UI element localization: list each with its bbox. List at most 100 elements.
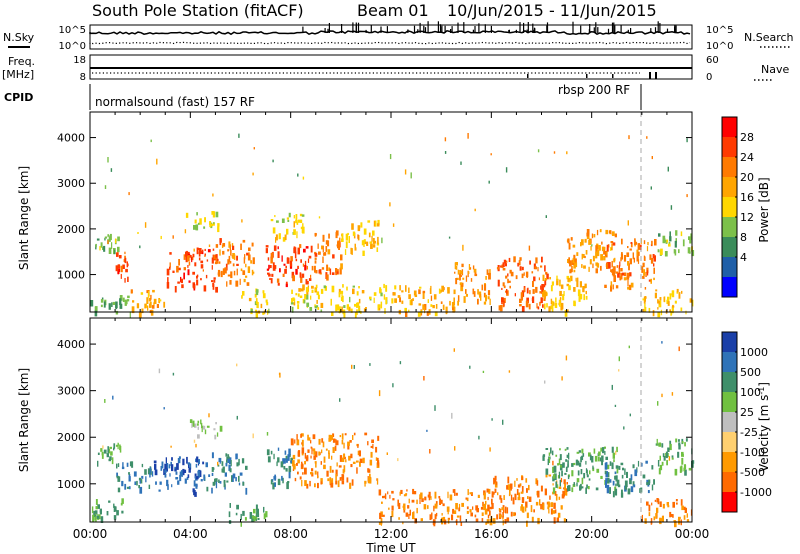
heatmap-cell [208,474,211,477]
heatmap-cell [569,261,572,267]
heatmap-cell [586,229,590,235]
heatmap-cell [196,456,199,463]
heatmap-cell [276,220,279,223]
heatmap-cell [206,259,209,262]
heatmap-cell [223,480,226,488]
heatmap-cell [318,451,321,456]
heatmap-cell [195,483,198,489]
heatmap-cell [509,285,511,289]
heatmap-cell [654,239,657,246]
noise-spike [370,24,372,33]
heatmap-cell [505,275,508,279]
heatmap-cell [363,308,366,313]
heatmap-cell [626,252,630,257]
heatmap-cell [684,507,687,513]
heatmap-cell [267,272,270,275]
heatmap-cell [343,442,345,449]
heatmap-cell [615,285,619,289]
heatmap-cell [412,513,415,519]
heatmap-cell [620,273,623,280]
heatmap-cell [517,262,519,267]
heatmap-cell [389,494,391,499]
y-tick-label: 3000 [57,385,85,398]
heatmap-cell [646,482,649,486]
heatmap-cell [293,229,296,235]
heatmap-cell [195,458,197,462]
heatmap-cell [502,512,504,518]
heatmap-cell [567,464,569,468]
heatmap-cell [618,265,620,269]
noise-spike [355,22,357,33]
heatmap-cell [469,509,472,513]
heatmap-cell [198,251,201,257]
heatmap-cell [536,303,538,309]
heatmap-cell [170,445,172,448]
noise-spike [441,25,443,33]
heatmap-cell [109,446,112,449]
heatmap-cell [690,233,693,241]
heatmap-cell [331,455,333,460]
heatmap-cell [624,468,626,475]
heatmap-cell [286,482,289,490]
heatmap-cell [383,283,385,289]
heatmap-cell [508,280,511,283]
heatmap-cell [642,262,645,268]
heatmap-cell [193,248,195,252]
heatmap-cell [535,257,538,264]
heatmap-cell [128,476,131,482]
heatmap-cell [541,284,544,291]
heatmap-cell [454,262,456,270]
velocity-colorbar-swatch [722,452,737,473]
heatmap-cell [434,503,438,509]
heatmap-cell [680,465,683,472]
heatmap-cell [584,283,587,289]
heatmap-cell [503,297,506,303]
heatmap-cell [487,496,489,501]
heatmap-cell [629,413,631,417]
noise-spike [508,30,510,33]
heatmap-cell [369,241,373,244]
heatmap-cell [600,254,603,261]
heatmap-cell [612,242,616,246]
heatmap-cell [240,268,243,272]
heatmap-cell [549,277,551,280]
heatmap-cell [165,457,167,463]
heatmap-cell [398,502,401,509]
heatmap-cell [335,304,338,312]
heatmap-cell [244,254,246,260]
heatmap-cell [272,265,276,271]
heatmap-cell [188,280,191,283]
heatmap-cell [601,241,603,245]
heatmap-cell [430,285,432,292]
heatmap-cell [615,450,617,455]
heatmap-cell [294,251,297,259]
heatmap-cell [99,510,102,515]
heatmap-cell [564,310,568,317]
heatmap-cell [506,507,509,514]
heatmap-cell [555,494,558,501]
heatmap-cell [523,287,525,293]
power-xticks [89,112,693,312]
heatmap-cell [174,286,177,293]
heatmap-cell [552,483,554,486]
heatmap-cell [579,281,582,288]
heatmap-cell [589,470,591,475]
heatmap-cell [186,250,188,256]
heatmap-cell [653,277,655,281]
heatmap-cell [307,258,310,263]
freq-label-1: Freq. [8,55,35,68]
heatmap-cell [657,401,659,406]
heatmap-cell [501,507,505,510]
heatmap-cell [648,307,651,313]
heatmap-cell [301,433,304,437]
heatmap-cell [339,237,341,244]
heatmap-cell [381,237,383,244]
heatmap-cell [139,479,141,484]
heatmap-cell [354,247,357,251]
velocity-colorbar-swatch [722,472,737,493]
heatmap-cell [335,474,337,481]
heatmap-cell [605,481,607,488]
heatmap-cell [321,449,323,454]
heatmap-cell [558,458,561,465]
